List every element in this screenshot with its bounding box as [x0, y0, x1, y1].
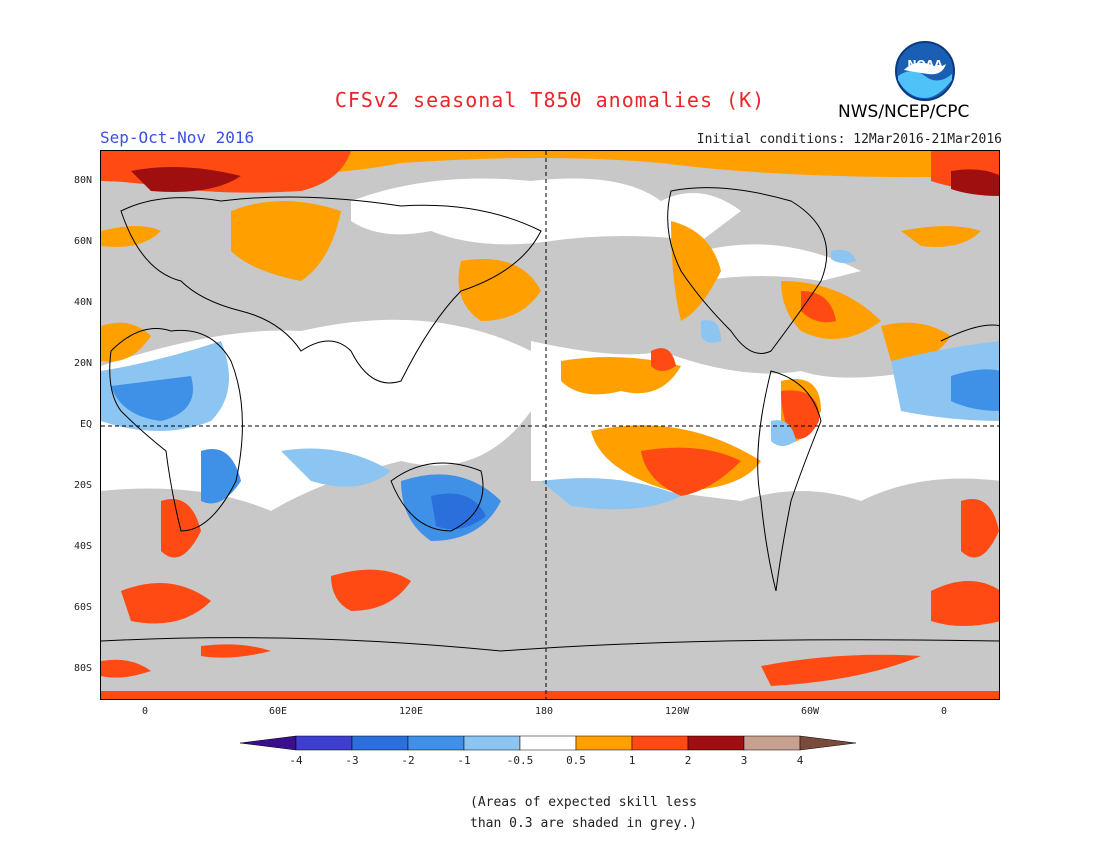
colorbar-label: -0.5: [506, 754, 534, 767]
noaa-logo: NOAA: [894, 40, 956, 106]
skill-note-line: than 0.3 are shaded in grey.): [470, 816, 697, 831]
lat-label: EQ: [79, 419, 92, 430]
colorbar-arrow-right: [799, 735, 857, 751]
colorbar-swatch: [631, 735, 689, 751]
lat-label: 80S: [73, 663, 92, 674]
initial-conditions-label: Initial conditions: 12Mar2016-21Mar2016: [696, 132, 1002, 147]
noaa-logo-text: NOAA: [907, 58, 943, 71]
colorbar-label: 2: [684, 754, 692, 767]
lon-label: 120E: [398, 706, 424, 717]
colorbar-swatch: [519, 735, 577, 751]
colorbar-swatch: [351, 735, 409, 751]
lat-label: 40N: [73, 297, 92, 308]
colorbar-label: -3: [345, 754, 359, 767]
skill-note-line: (Areas of expected skill less: [470, 795, 697, 810]
colorbar-label: -4: [289, 754, 303, 767]
colorbar-swatch: [687, 735, 745, 751]
lat-label: 60N: [73, 236, 92, 247]
anomaly-map-svg: [101, 151, 999, 699]
colorbar-label: 4: [796, 754, 804, 767]
lon-label: 60W: [800, 706, 820, 717]
anomaly-map: [100, 150, 1000, 700]
colorbar-swatch: [407, 735, 465, 751]
lat-label: 80N: [73, 175, 92, 186]
skill-note: (Areas of expected skill less than 0.3 a…: [470, 792, 697, 834]
colorbar-label: 1: [628, 754, 636, 767]
colorbar-arrow-left: [239, 735, 297, 751]
colorbar-swatch: [295, 735, 353, 751]
season-label: Sep-Oct-Nov 2016: [100, 128, 255, 147]
colorbar: [239, 735, 857, 751]
colorbar-label: 3: [740, 754, 748, 767]
lon-label: 60E: [268, 706, 288, 717]
lat-label: 20S: [73, 480, 92, 491]
colorbar-label: 0.5: [566, 754, 586, 767]
lat-label: 40S: [73, 541, 92, 552]
lon-label: 0: [141, 706, 149, 717]
lat-label: 60S: [73, 602, 92, 613]
colorbar-label: -2: [401, 754, 415, 767]
map-title: CFSv2 seasonal T850 anomalies (K): [334, 88, 766, 112]
colorbar-swatch: [575, 735, 633, 751]
lon-label: 0: [940, 706, 948, 717]
lat-label: 20N: [73, 358, 92, 369]
lon-label: 180: [534, 706, 554, 717]
lon-label: 120W: [664, 706, 690, 717]
agency-label: NWS/NCEP/CPC: [838, 102, 970, 122]
colorbar-swatch: [463, 735, 521, 751]
colorbar-swatch: [743, 735, 801, 751]
colorbar-label: -1: [457, 754, 471, 767]
